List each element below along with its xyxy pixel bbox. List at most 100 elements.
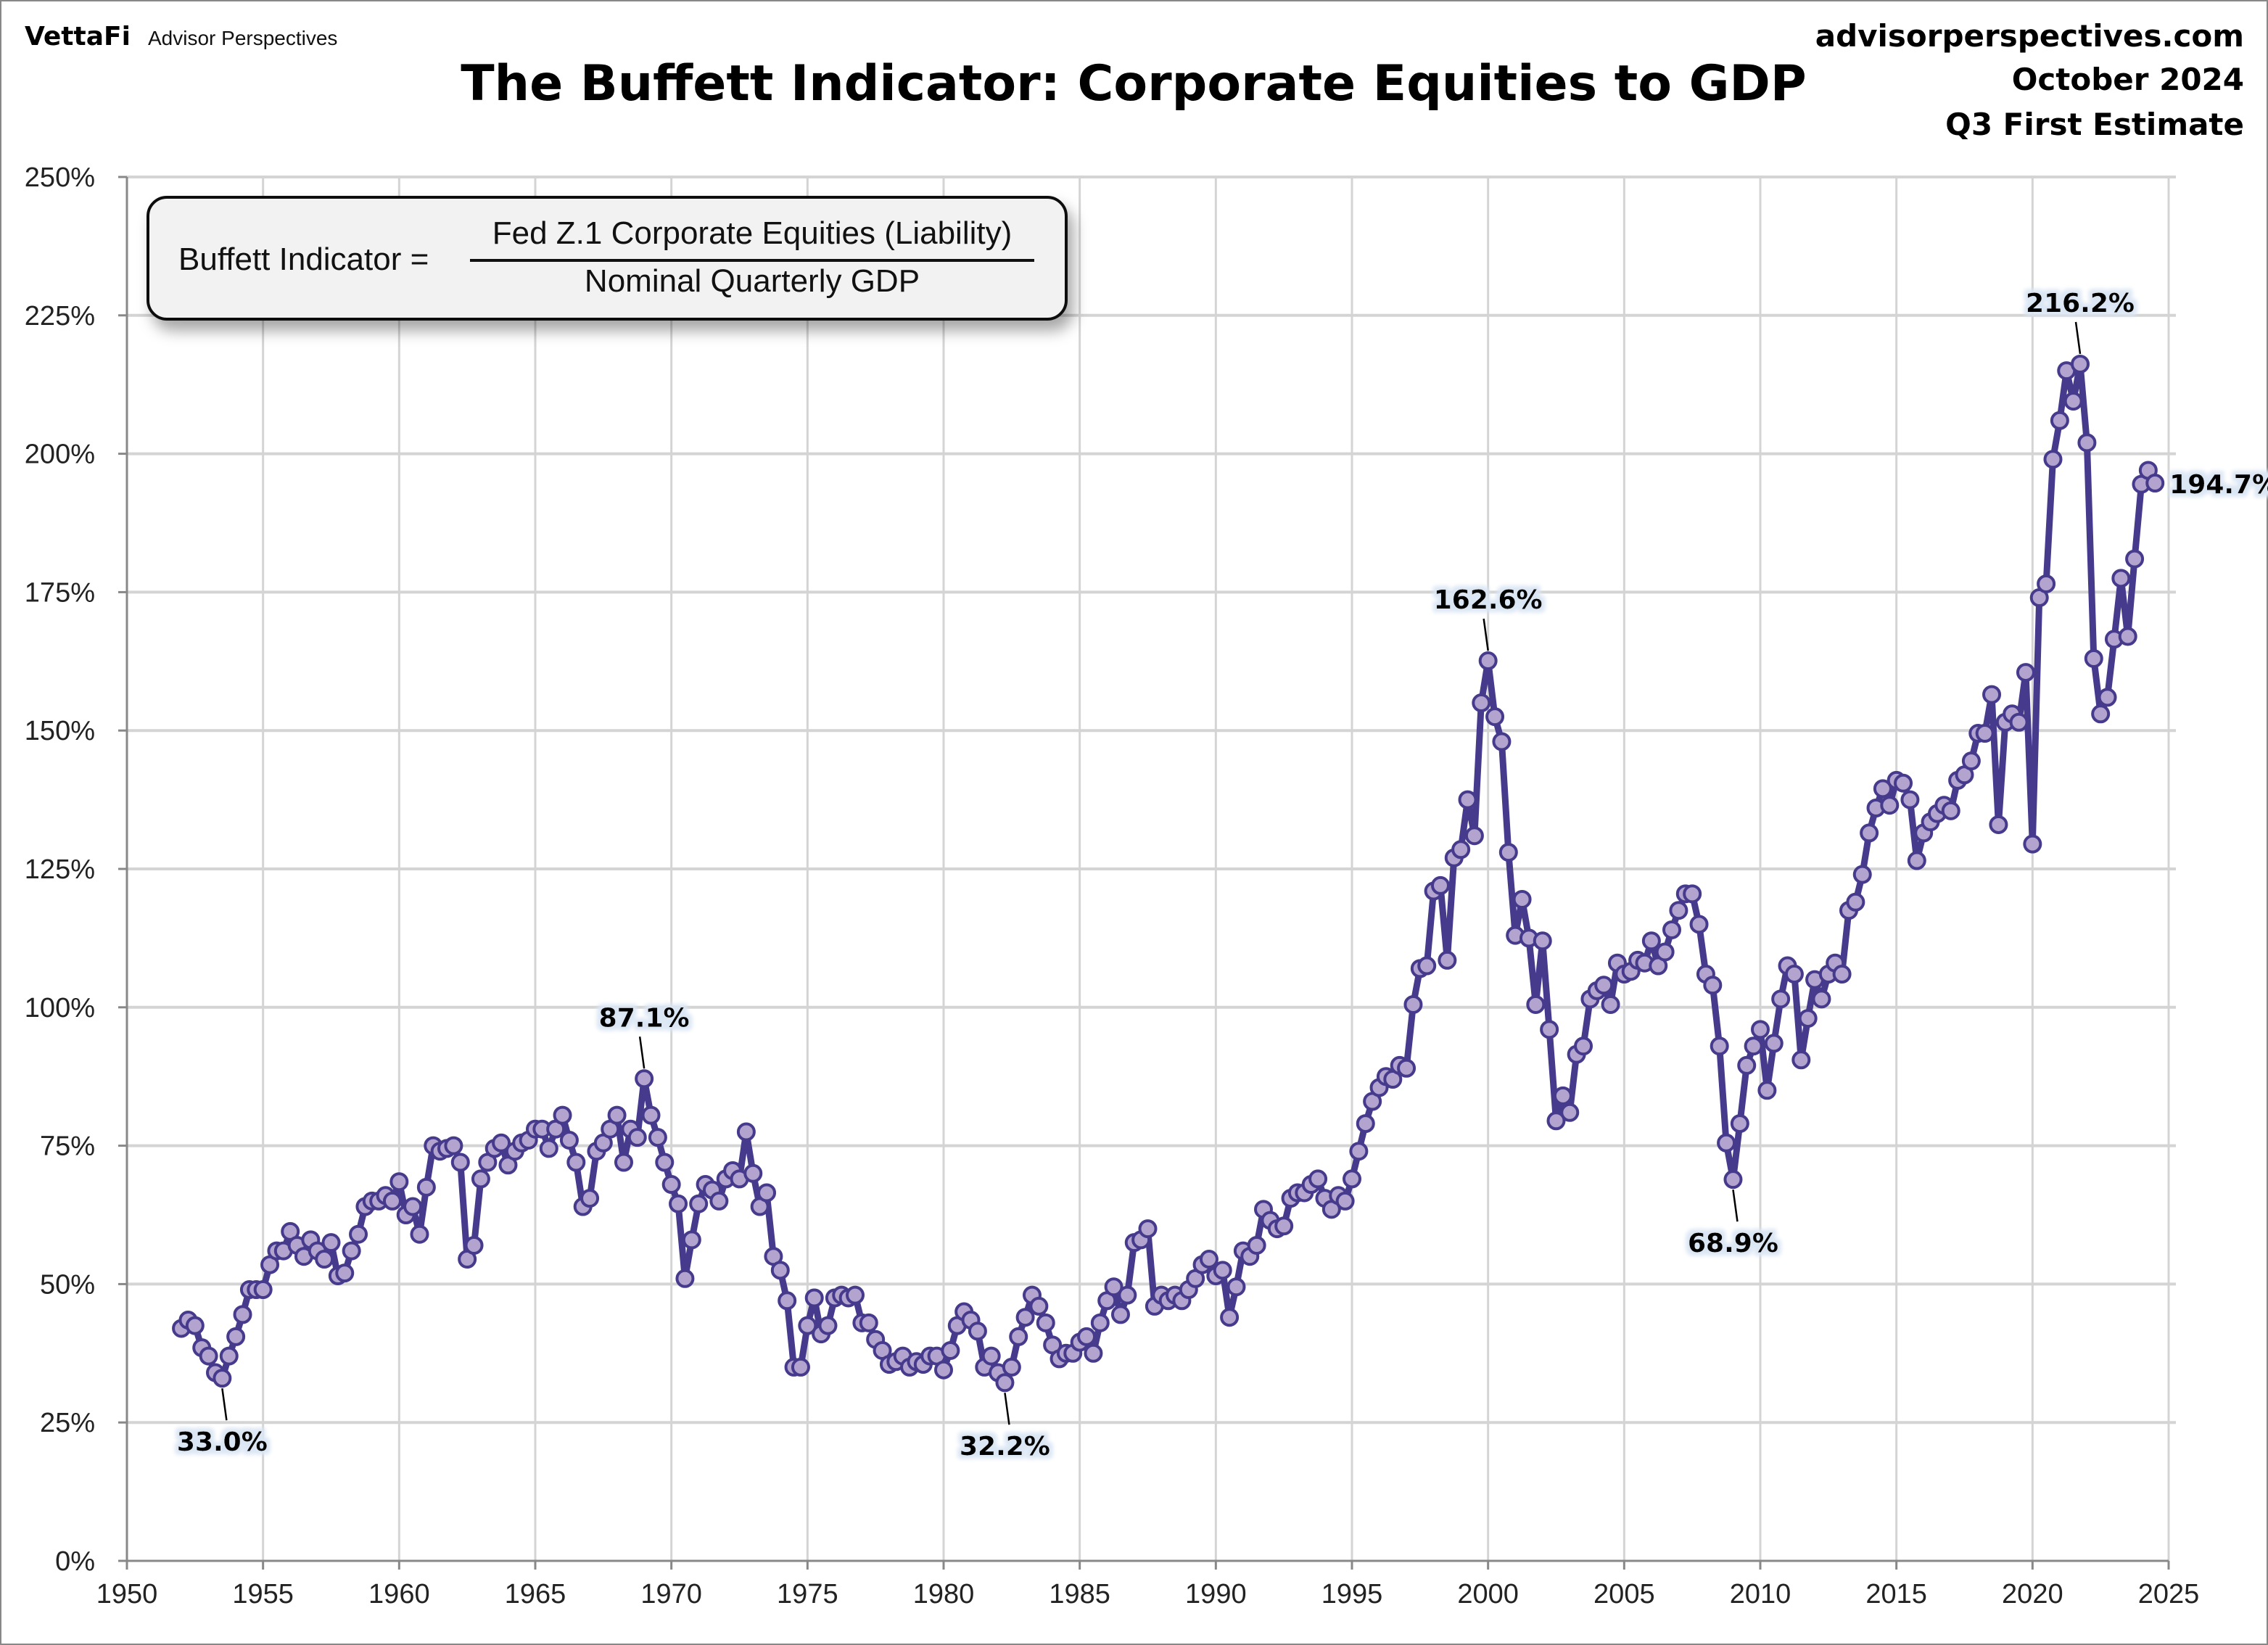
x-tick-label: 1975 <box>777 1579 838 1609</box>
data-point <box>1594 976 1614 995</box>
data-point <box>1771 989 1791 1009</box>
data-point <box>1247 1235 1266 1255</box>
data-point <box>1710 1036 1729 1056</box>
data-point <box>1737 1055 1757 1075</box>
data-point <box>1791 1050 1811 1070</box>
data-point <box>1356 1114 1375 1134</box>
data-point <box>233 1305 252 1324</box>
y-tick-label: 100% <box>25 993 95 1023</box>
data-point <box>818 1316 838 1335</box>
annotation-leader <box>1732 1189 1739 1222</box>
vettafi-logo: VettaFi <box>25 22 131 51</box>
data-point <box>1975 724 1995 743</box>
data-point <box>1873 779 1892 799</box>
data-point <box>2084 648 2103 668</box>
data-point <box>559 1130 579 1150</box>
y-tick-label: 125% <box>25 854 95 885</box>
annotation-leader <box>638 1036 646 1069</box>
data-point <box>627 1128 647 1147</box>
data-point <box>403 1197 423 1216</box>
data-point <box>682 1230 701 1250</box>
data-point <box>1900 790 1920 809</box>
data-point <box>1403 994 1423 1014</box>
y-tick-label: 200% <box>25 440 95 470</box>
x-tick-label: 2010 <box>1730 1579 1791 1609</box>
y-tick-label: 25% <box>40 1408 95 1438</box>
data-point <box>1343 1169 1361 1189</box>
data-point <box>1540 1020 1559 1039</box>
data-point <box>1417 956 1437 976</box>
data-point <box>1498 843 1518 862</box>
data-point <box>2063 392 2083 411</box>
data-point <box>1560 1102 1580 1122</box>
data-point <box>2009 712 2029 732</box>
annotation-leader <box>221 1388 228 1421</box>
data-point <box>770 1261 790 1280</box>
x-tick-label: 1955 <box>232 1579 294 1609</box>
x-tick-label: 1960 <box>368 1579 430 1609</box>
data-point <box>1641 931 1661 951</box>
data-point <box>444 1136 463 1155</box>
estimate-label: Q3 First Estimate <box>1945 107 2244 142</box>
data-point <box>1478 651 1498 671</box>
data-point <box>1464 826 1484 846</box>
data-point <box>1989 815 2008 834</box>
data-point <box>1199 1250 1218 1269</box>
data-point <box>321 1233 341 1253</box>
annotation-leader <box>1483 618 1489 651</box>
series-buffett-indicator <box>172 354 2165 1393</box>
x-tick-label: 2005 <box>1593 1579 1655 1609</box>
data-point <box>219 1346 239 1366</box>
data-point <box>2118 627 2137 646</box>
data-point <box>607 1105 627 1125</box>
y-tick-label: 75% <box>40 1131 95 1162</box>
formula-lhs: Buffett Indicator = <box>178 242 429 277</box>
data-point <box>1029 1296 1049 1316</box>
data-point <box>648 1128 667 1147</box>
data-point <box>1451 840 1471 859</box>
data-point <box>1118 1285 1137 1305</box>
data-point <box>1860 823 1879 843</box>
data-point <box>1744 1036 1763 1056</box>
data-point <box>1335 1191 1355 1211</box>
data-point <box>1703 976 1723 995</box>
data-point <box>492 1133 511 1153</box>
annotation-label: 87.1% <box>599 1003 690 1033</box>
data-point <box>185 1316 205 1335</box>
data-point <box>1669 901 1688 920</box>
data-point <box>778 1291 797 1311</box>
brand-name: Advisor Perspectives <box>148 27 337 49</box>
data-point <box>1852 865 1872 884</box>
data-point <box>342 1241 361 1261</box>
data-point <box>2111 569 2131 588</box>
data-point <box>253 1280 273 1300</box>
data-point <box>2145 474 2165 493</box>
data-point <box>1397 1058 1417 1078</box>
data-point <box>1492 732 1512 751</box>
data-point <box>934 1360 953 1380</box>
data-point <box>669 1194 688 1213</box>
chart-title: The Buffett Indicator: Corporate Equitie… <box>461 55 1806 112</box>
data-point <box>941 1340 960 1360</box>
annotation-label: 32.2% <box>960 1432 1050 1461</box>
data-point <box>389 1172 409 1192</box>
data-point <box>1036 1313 1055 1332</box>
data-point <box>1077 1327 1097 1346</box>
data-point <box>709 1191 729 1211</box>
data-point <box>580 1189 600 1208</box>
y-tick-label: 0% <box>55 1546 95 1577</box>
data-point <box>736 1122 756 1142</box>
x-tick-label: 1985 <box>1049 1579 1110 1609</box>
x-tick-label: 1965 <box>505 1579 566 1609</box>
data-point <box>1723 1170 1743 1190</box>
data-point <box>1601 994 1620 1014</box>
data-point <box>1941 801 1960 820</box>
data-point <box>1430 875 1450 895</box>
data-point <box>382 1191 402 1211</box>
y-tick-label: 150% <box>25 716 95 746</box>
data-point <box>1084 1343 1103 1363</box>
data-point <box>1574 1036 1593 1056</box>
formula-numerator: Fed Z.1 Corporate Equities (Liability) <box>492 215 1013 251</box>
x-tick-label: 2015 <box>1865 1579 1927 1609</box>
data-point <box>1662 920 1682 939</box>
